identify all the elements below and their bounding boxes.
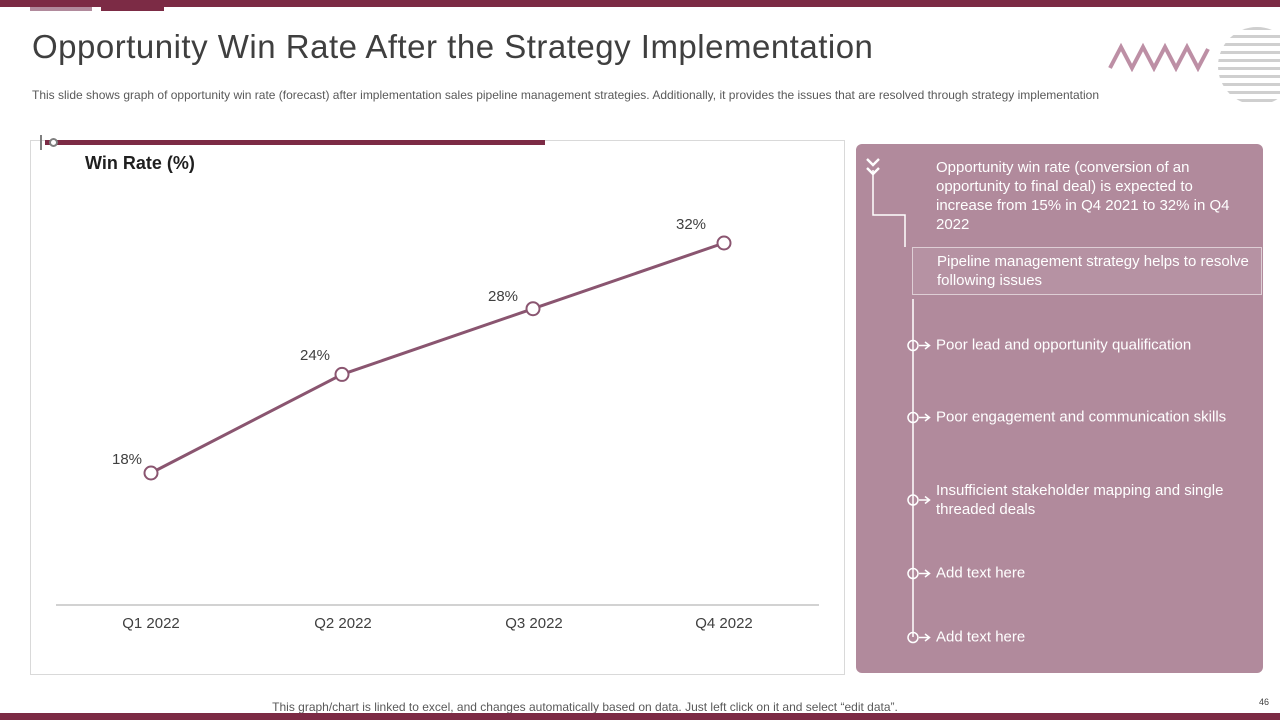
x-axis-label: Q2 2022 <box>314 615 372 632</box>
double-chevron-down-icon <box>866 158 880 176</box>
circle-arrow-icon <box>907 631 931 643</box>
line-chart-canvas <box>56 235 819 606</box>
top-accent-bar <box>0 0 1280 7</box>
issue-item-placeholder[interactable]: Add text here <box>905 564 1244 583</box>
panel-strategy-box-text: Pipeline management strategy helps to re… <box>937 253 1249 289</box>
accent-tick <box>40 135 42 150</box>
accent-line <box>45 140 545 145</box>
issue-item-placeholder[interactable]: Add text here <box>905 628 1244 647</box>
data-label: 28% <box>488 288 519 305</box>
issue-item: Poor lead and opportunity qualification <box>905 336 1244 355</box>
zigzag-decoration-icon <box>1108 42 1210 72</box>
striped-circle-decoration <box>1218 27 1280 105</box>
panel-intro-text: Opportunity win rate (conversion of an o… <box>936 159 1230 233</box>
win-rate-chart[interactable]: Win Rate (%) 18% 24% 28% 32% Q1 2022 Q2 … <box>30 140 845 675</box>
chart-title: Win Rate (%) <box>85 153 195 173</box>
top-accent-segment-2 <box>101 7 164 11</box>
issue-item: Poor engagement and communication skills <box>905 408 1244 427</box>
issues-panel: Opportunity win rate (conversion of an o… <box>856 144 1263 673</box>
bottom-accent-bar <box>0 713 1280 720</box>
data-label: 32% <box>676 216 707 233</box>
accent-dot <box>49 138 58 147</box>
x-axis-label: Q1 2022 <box>122 615 180 632</box>
top-accent-segment-1 <box>30 7 92 11</box>
data-label: 24% <box>300 347 331 364</box>
x-axis-label: Q4 2022 <box>695 615 753 632</box>
page-number: 46 <box>1258 697 1269 707</box>
circle-arrow-icon <box>907 411 931 423</box>
circle-arrow-icon <box>907 339 931 351</box>
data-label: 18% <box>112 451 143 468</box>
circle-arrow-icon <box>907 494 931 506</box>
issue-item: Insufficient stakeholder mapping and sin… <box>905 481 1244 519</box>
page-subtitle: This slide shows graph of opportunity wi… <box>32 88 1099 102</box>
page-title: Opportunity Win Rate After the Strategy … <box>32 28 874 65</box>
circle-arrow-icon <box>907 567 931 579</box>
footer-note: This graph/chart is linked to excel, and… <box>272 700 898 714</box>
panel-strategy-box: Pipeline management strategy helps to re… <box>912 247 1262 295</box>
x-axis-label: Q3 2022 <box>505 615 563 632</box>
